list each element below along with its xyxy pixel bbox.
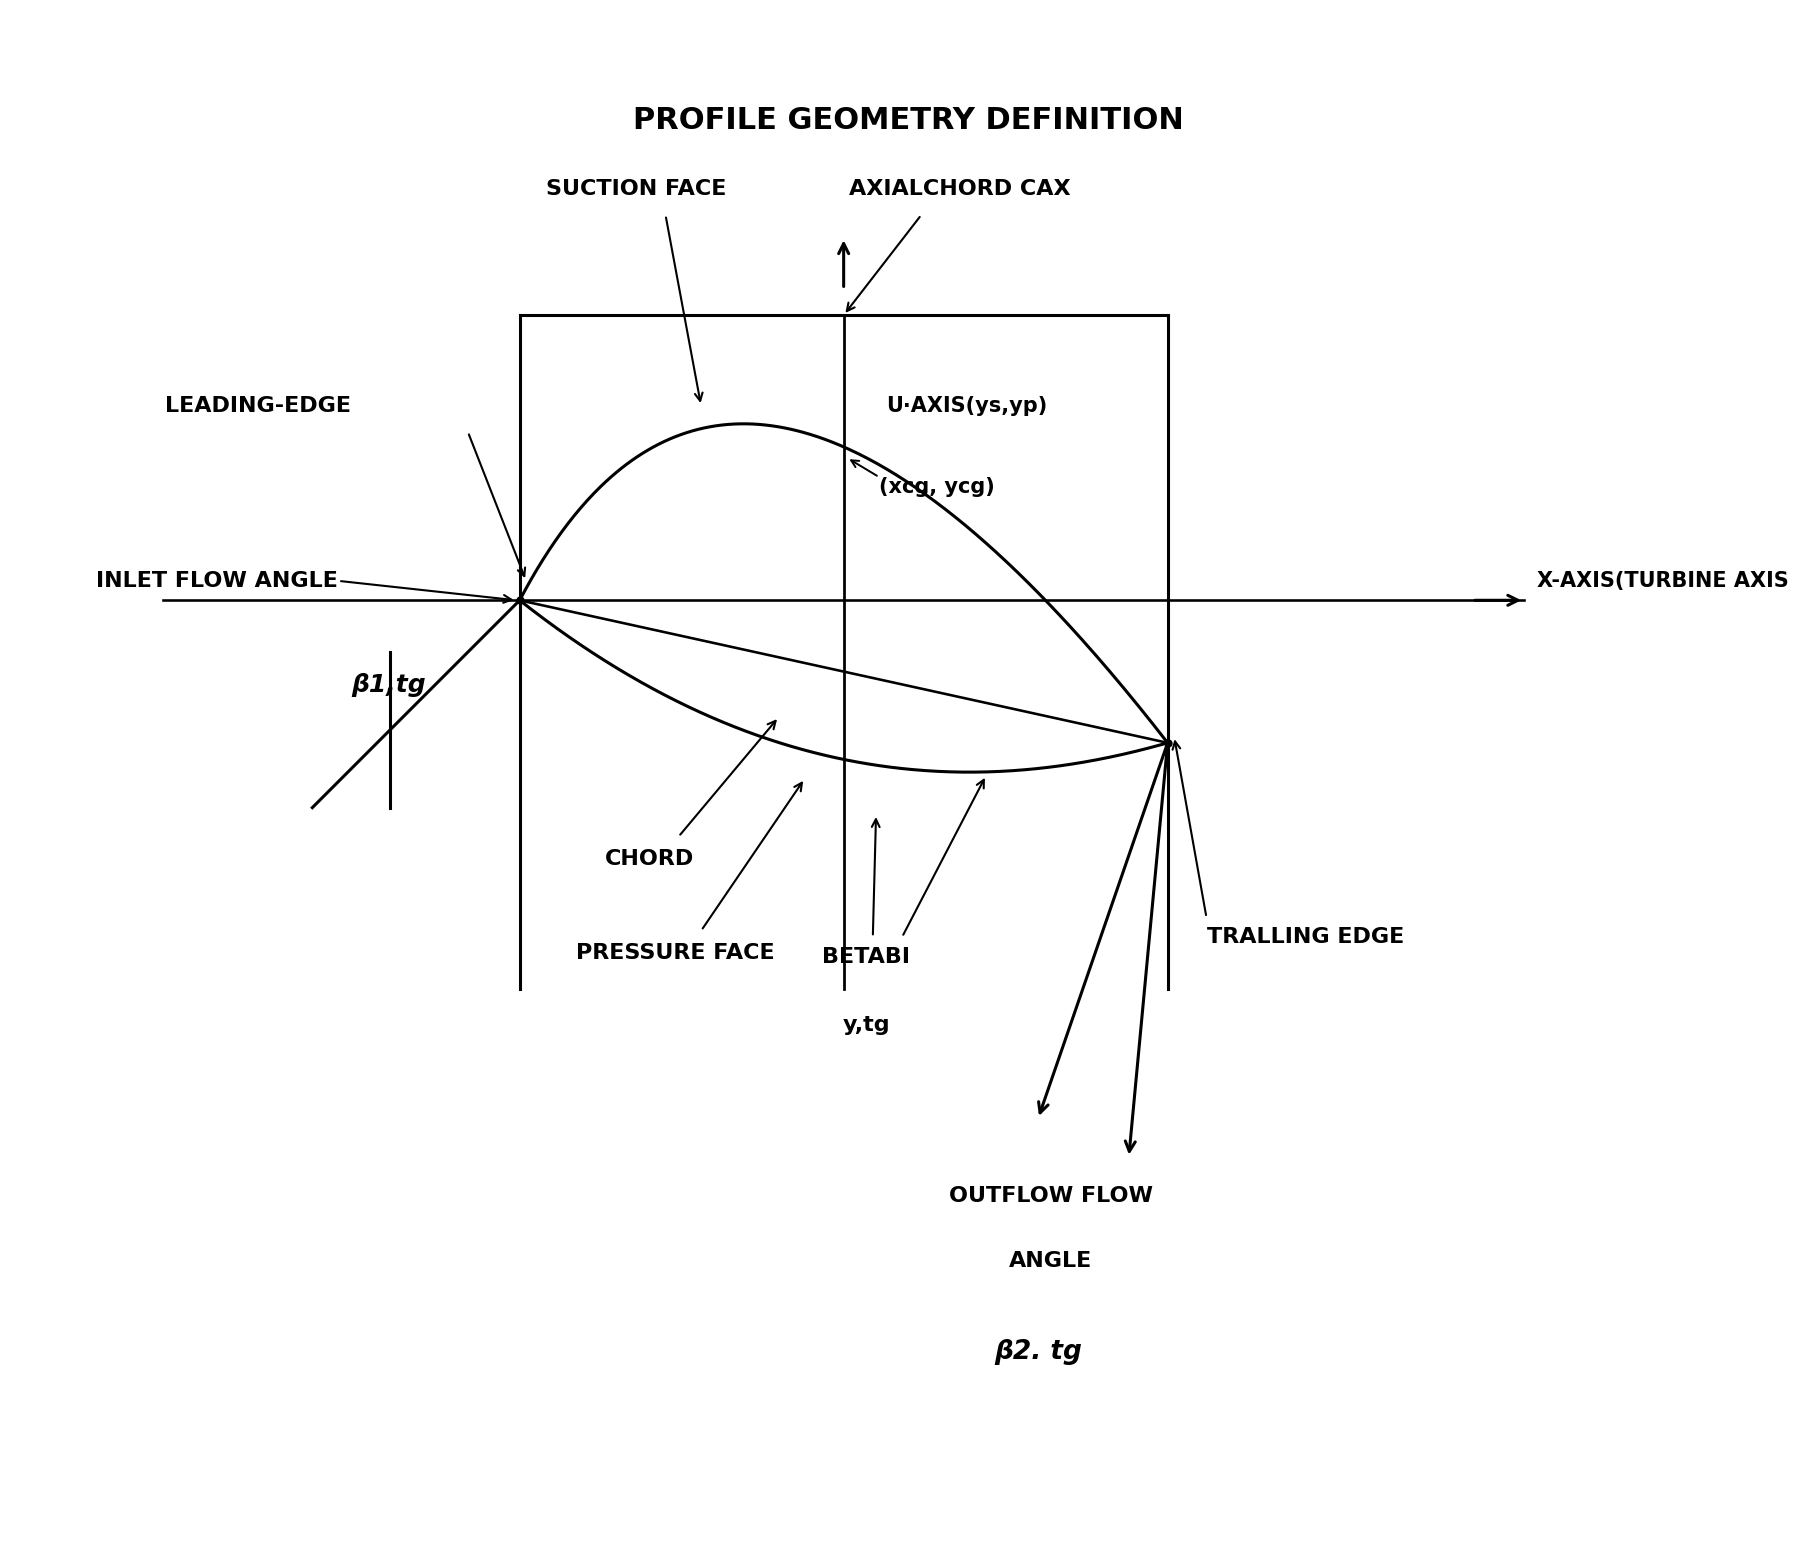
Text: LEADING-EDGE: LEADING-EDGE: [165, 395, 352, 415]
Text: y,tg: y,tg: [843, 1014, 890, 1034]
Text: β1,tg: β1,tg: [352, 673, 426, 696]
Text: AXIALCHORD CAX: AXIALCHORD CAX: [850, 179, 1071, 199]
Text: X-AXIS(TURBINE AXIS: X-AXIS(TURBINE AXIS: [1537, 571, 1789, 591]
Text: INLET FLOW ANGLE: INLET FLOW ANGLE: [96, 571, 339, 591]
Text: PROFILE GEOMETRY DEFINITION: PROFILE GEOMETRY DEFINITION: [633, 107, 1184, 136]
Text: U·AXIS(ys,yp): U·AXIS(ys,yp): [887, 395, 1048, 415]
Text: TRALLING EDGE: TRALLING EDGE: [1206, 928, 1403, 946]
Text: CHORD: CHORD: [606, 849, 694, 869]
Text: β2. tg: β2. tg: [994, 1339, 1082, 1365]
Text: OUTFLOW FLOW: OUTFLOW FLOW: [948, 1186, 1153, 1206]
Text: ANGLE: ANGLE: [1010, 1251, 1093, 1271]
Text: BETABI: BETABI: [823, 946, 910, 967]
Text: (xcg, ycg): (xcg, ycg): [879, 477, 995, 497]
Text: SUCTION FACE: SUCTION FACE: [546, 179, 727, 199]
Text: PRESSURE FACE: PRESSURE FACE: [577, 943, 774, 963]
